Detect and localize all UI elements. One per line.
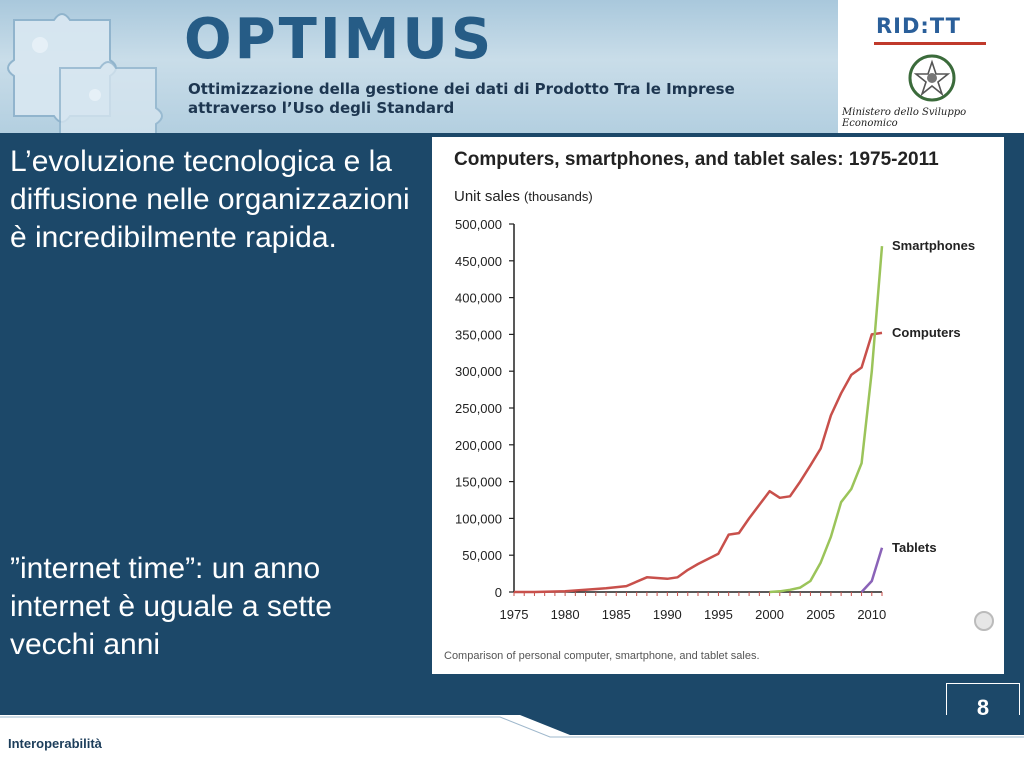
x-tick-label: 1985 [602, 607, 631, 622]
series-label-tablets: Tablets [892, 540, 937, 555]
footer-label: Interoperabilità [8, 736, 102, 751]
y-tick-label: 350,000 [455, 327, 502, 342]
series-line-tablets [860, 547, 884, 593]
italian-emblem-icon [908, 54, 956, 102]
y-tick-label: 0 [495, 585, 502, 600]
chart-panel: Computers, smartphones, and tablet sales… [432, 137, 1004, 674]
y-axis-label: Unit sales (thousands) [454, 188, 593, 205]
ridtt-logo: RID:TT [876, 14, 961, 38]
brand-title: OPTIMUS [184, 7, 495, 72]
logo-panel: RID:TT Ministero dello Sviluppo Economic… [838, 0, 1024, 133]
sales-chart: Computers, smartphones, and tablet sales… [444, 149, 994, 662]
y-tick-label: 400,000 [455, 291, 502, 306]
chart-title: Computers, smartphones, and tablet sales… [454, 149, 939, 170]
y-tick-label: 100,000 [455, 511, 502, 526]
x-tick-label: 1990 [653, 607, 682, 622]
series-label-smartphones: Smartphones [892, 238, 975, 253]
x-tick-label: 1980 [551, 607, 580, 622]
body-paragraph-2: ”internet time”: un anno internet è ugua… [10, 520, 410, 694]
body-paragraph-1: L’evoluzione tecnologica e la diffusione… [10, 143, 410, 257]
puzzle-icon [7, 13, 163, 133]
y-tick-label: 50,000 [462, 548, 502, 563]
chart-caption: Comparison of personal computer, smartph… [444, 650, 760, 662]
x-tick-label: 1995 [704, 607, 733, 622]
footer-band [0, 715, 1024, 768]
y-tick-label: 450,000 [455, 254, 502, 269]
paragraph-evoluzione: L’evoluzione tecnologica e la diffusione… [10, 145, 410, 254]
series-line-smartphones [769, 245, 884, 594]
source-icon [974, 611, 994, 631]
ministero-label: Ministero dello Sviluppo Economico [842, 107, 967, 129]
x-tick-label: 2000 [755, 607, 784, 622]
y-tick-label: 200,000 [455, 438, 502, 453]
header-subtitle: Ottimizzazione della gestione dei dati d… [188, 80, 735, 118]
series-label-computers: Computers [892, 325, 961, 340]
header-banner: OPTIMUS Ottimizzazione della gestione de… [0, 0, 840, 133]
y-tick-label: 250,000 [455, 401, 502, 416]
ridtt-logo-bar [874, 42, 986, 45]
paragraph-internet-time: ”internet time”: un anno internet è ugua… [10, 552, 332, 661]
y-tick-label: 150,000 [455, 475, 502, 490]
x-tick-label: 2005 [806, 607, 835, 622]
x-tick-label: 2010 [857, 607, 886, 622]
x-tick-label: 1975 [500, 607, 529, 622]
series-line-computers [514, 331, 883, 594]
y-tick-label: 500,000 [455, 217, 502, 232]
y-tick-label: 300,000 [455, 364, 502, 379]
subtitle-line-1: Ottimizzazione della gestione dei dati d… [188, 80, 735, 98]
subtitle-line-2: attraverso l’Uso degli Standard [188, 99, 455, 117]
